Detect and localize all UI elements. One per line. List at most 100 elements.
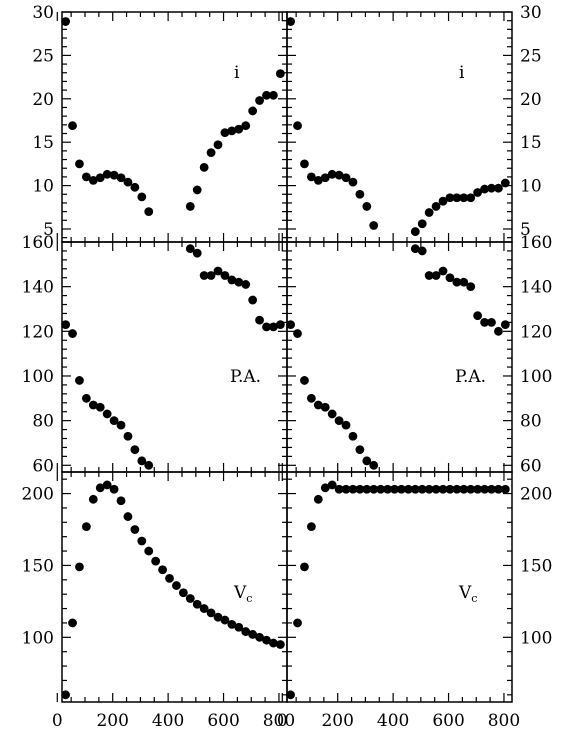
data-point bbox=[494, 326, 503, 336]
data-point bbox=[438, 484, 448, 494]
data-point bbox=[130, 445, 140, 455]
data-point bbox=[185, 202, 195, 211]
panel-frame bbox=[61, 11, 288, 243]
data-point bbox=[369, 221, 379, 230]
data-point bbox=[185, 244, 195, 254]
data-point bbox=[220, 615, 230, 625]
data-point bbox=[109, 484, 119, 494]
panel-frame bbox=[286, 471, 513, 703]
data-point bbox=[286, 690, 296, 700]
data-point bbox=[293, 329, 302, 338]
data-point bbox=[403, 484, 413, 494]
data-point bbox=[286, 320, 296, 330]
data-point bbox=[269, 322, 278, 332]
data-point bbox=[355, 189, 365, 199]
data-point bbox=[123, 177, 133, 187]
data-point bbox=[417, 246, 427, 256]
data-point bbox=[494, 183, 503, 193]
data-point bbox=[109, 170, 119, 180]
data-point bbox=[123, 431, 133, 441]
data-point bbox=[320, 483, 330, 493]
data-point bbox=[151, 556, 161, 566]
y-tick-label: 100 bbox=[22, 367, 54, 387]
data-point bbox=[81, 172, 91, 182]
data-point bbox=[116, 420, 126, 430]
data-point bbox=[234, 124, 244, 134]
data-point bbox=[445, 193, 455, 203]
data-point bbox=[68, 121, 77, 131]
data-point bbox=[438, 266, 448, 276]
data-point bbox=[300, 376, 309, 385]
x-tick-label: 0 bbox=[52, 711, 63, 731]
y-tick-label: 150 bbox=[520, 556, 552, 576]
x-tick-label: 200 bbox=[96, 711, 128, 731]
data-point bbox=[75, 562, 84, 572]
data-point bbox=[424, 208, 434, 217]
y-tick-label: 200 bbox=[22, 485, 54, 505]
panel-label: Vc bbox=[458, 583, 477, 605]
x-tick-label: 800 bbox=[488, 711, 520, 731]
data-point bbox=[313, 494, 323, 504]
data-point bbox=[144, 546, 154, 556]
y-tick-label: 80 bbox=[32, 412, 54, 432]
data-point bbox=[341, 420, 351, 430]
y-tick-label: 120 bbox=[520, 322, 552, 342]
panel-frame bbox=[61, 241, 288, 473]
data-point bbox=[220, 128, 230, 138]
data-point bbox=[410, 227, 420, 236]
data-point bbox=[88, 494, 98, 504]
data-point bbox=[255, 96, 264, 105]
panel-frame bbox=[286, 241, 513, 473]
data-point bbox=[306, 522, 316, 532]
data-point bbox=[165, 573, 174, 583]
data-point bbox=[206, 608, 216, 618]
data-point bbox=[75, 376, 84, 385]
x-tick-label: 600 bbox=[207, 711, 239, 731]
data-point bbox=[487, 183, 496, 193]
data-point bbox=[248, 630, 258, 639]
data-point bbox=[109, 416, 119, 426]
data-point bbox=[300, 159, 309, 169]
data-point bbox=[116, 173, 126, 183]
data-point bbox=[334, 484, 344, 494]
data-point bbox=[248, 295, 258, 305]
data-point bbox=[102, 169, 112, 179]
y-tick-label: 80 bbox=[520, 412, 542, 432]
data-point bbox=[369, 460, 379, 470]
data-point bbox=[487, 317, 496, 327]
data-point bbox=[241, 627, 251, 636]
data-point bbox=[306, 172, 316, 182]
data-point bbox=[199, 162, 209, 172]
y-tick-label: 140 bbox=[520, 278, 552, 298]
y-tick-label: 15 bbox=[32, 133, 54, 153]
data-point bbox=[320, 402, 330, 412]
data-point bbox=[262, 635, 271, 645]
data-point bbox=[88, 175, 98, 185]
data-point bbox=[88, 400, 98, 410]
data-point bbox=[81, 393, 91, 403]
data-point bbox=[227, 275, 237, 285]
data-point bbox=[102, 480, 112, 490]
data-point bbox=[480, 484, 489, 494]
y-tick-label: 100 bbox=[520, 628, 552, 648]
data-point bbox=[144, 207, 154, 217]
y-tick-label: 200 bbox=[520, 485, 552, 505]
y-tick-label: 120 bbox=[22, 322, 54, 342]
data-point bbox=[362, 456, 372, 466]
data-point bbox=[95, 402, 105, 412]
data-point bbox=[213, 266, 223, 276]
panel-bottom-right: 100 150 200 0 200 400 600 800 Vc bbox=[277, 471, 552, 731]
data-point bbox=[313, 400, 323, 410]
panel-bottom-left: 100 150 200 0 200 400 600 800 Vc bbox=[22, 471, 295, 731]
x-tick-label: 400 bbox=[377, 711, 409, 731]
data-point bbox=[341, 484, 351, 494]
y-tick-label: 160 bbox=[520, 233, 552, 253]
data-point bbox=[466, 484, 476, 494]
data-point bbox=[255, 315, 264, 325]
data-point bbox=[466, 282, 476, 292]
data-point bbox=[459, 484, 469, 494]
data-point bbox=[286, 17, 296, 26]
panel-frame bbox=[286, 11, 513, 243]
data-point bbox=[431, 271, 441, 280]
